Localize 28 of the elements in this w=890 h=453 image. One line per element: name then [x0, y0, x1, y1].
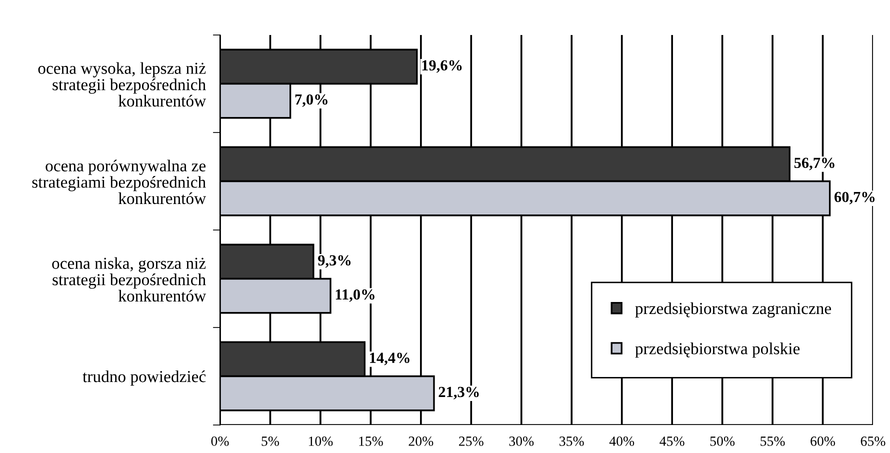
x-tick-label: 50% [710, 436, 735, 446]
x-tick-label: 20% [408, 436, 434, 446]
y-tick-label: ocena wysoka, lepsza niż strategii bezpośrednich konkurentów [38, 62, 206, 107]
y-tick-label: ocena porównywalna ze strategiami bezpośrednich konkurentów [32, 160, 206, 204]
x-tick-label: 60% [810, 436, 836, 446]
x-tick-label: 55% [760, 436, 785, 446]
data-label: 9,3% [318, 255, 351, 268]
x-tick-label: 35% [560, 436, 584, 446]
x-tick-label: 10% [308, 436, 333, 446]
x-tick-label: 5% [262, 436, 280, 446]
data-label: 56,7% [794, 158, 834, 170]
x-tick-label: 25% [459, 436, 484, 446]
legend-label: przedsiębiorstwa zagraniczne [635, 302, 832, 318]
x-tick-label: 45% [660, 436, 684, 446]
x-tick-label: 15% [359, 436, 383, 446]
data-label: 21,3% [438, 386, 479, 400]
x-tick-label: 40% [609, 436, 634, 446]
y-tick-label: trudno powiedzieć [82, 370, 206, 386]
x-tick-label: 65% [860, 436, 886, 446]
x-tick-label: 30% [509, 436, 534, 446]
legend-label: przedsiębiorstwa polskie [635, 342, 800, 358]
y-tick-label: ocena niska, gorsza niż strategii bezpośrednich konkurentów [52, 257, 206, 302]
x-tick-label: 0% [211, 436, 229, 446]
data-label: 11,0% [336, 289, 374, 302]
data-label: 7,0% [295, 94, 328, 107]
data-label: 19,6% [422, 60, 462, 73]
data-label: 14,4% [370, 352, 410, 366]
data-label: 60,7% [834, 192, 875, 204]
